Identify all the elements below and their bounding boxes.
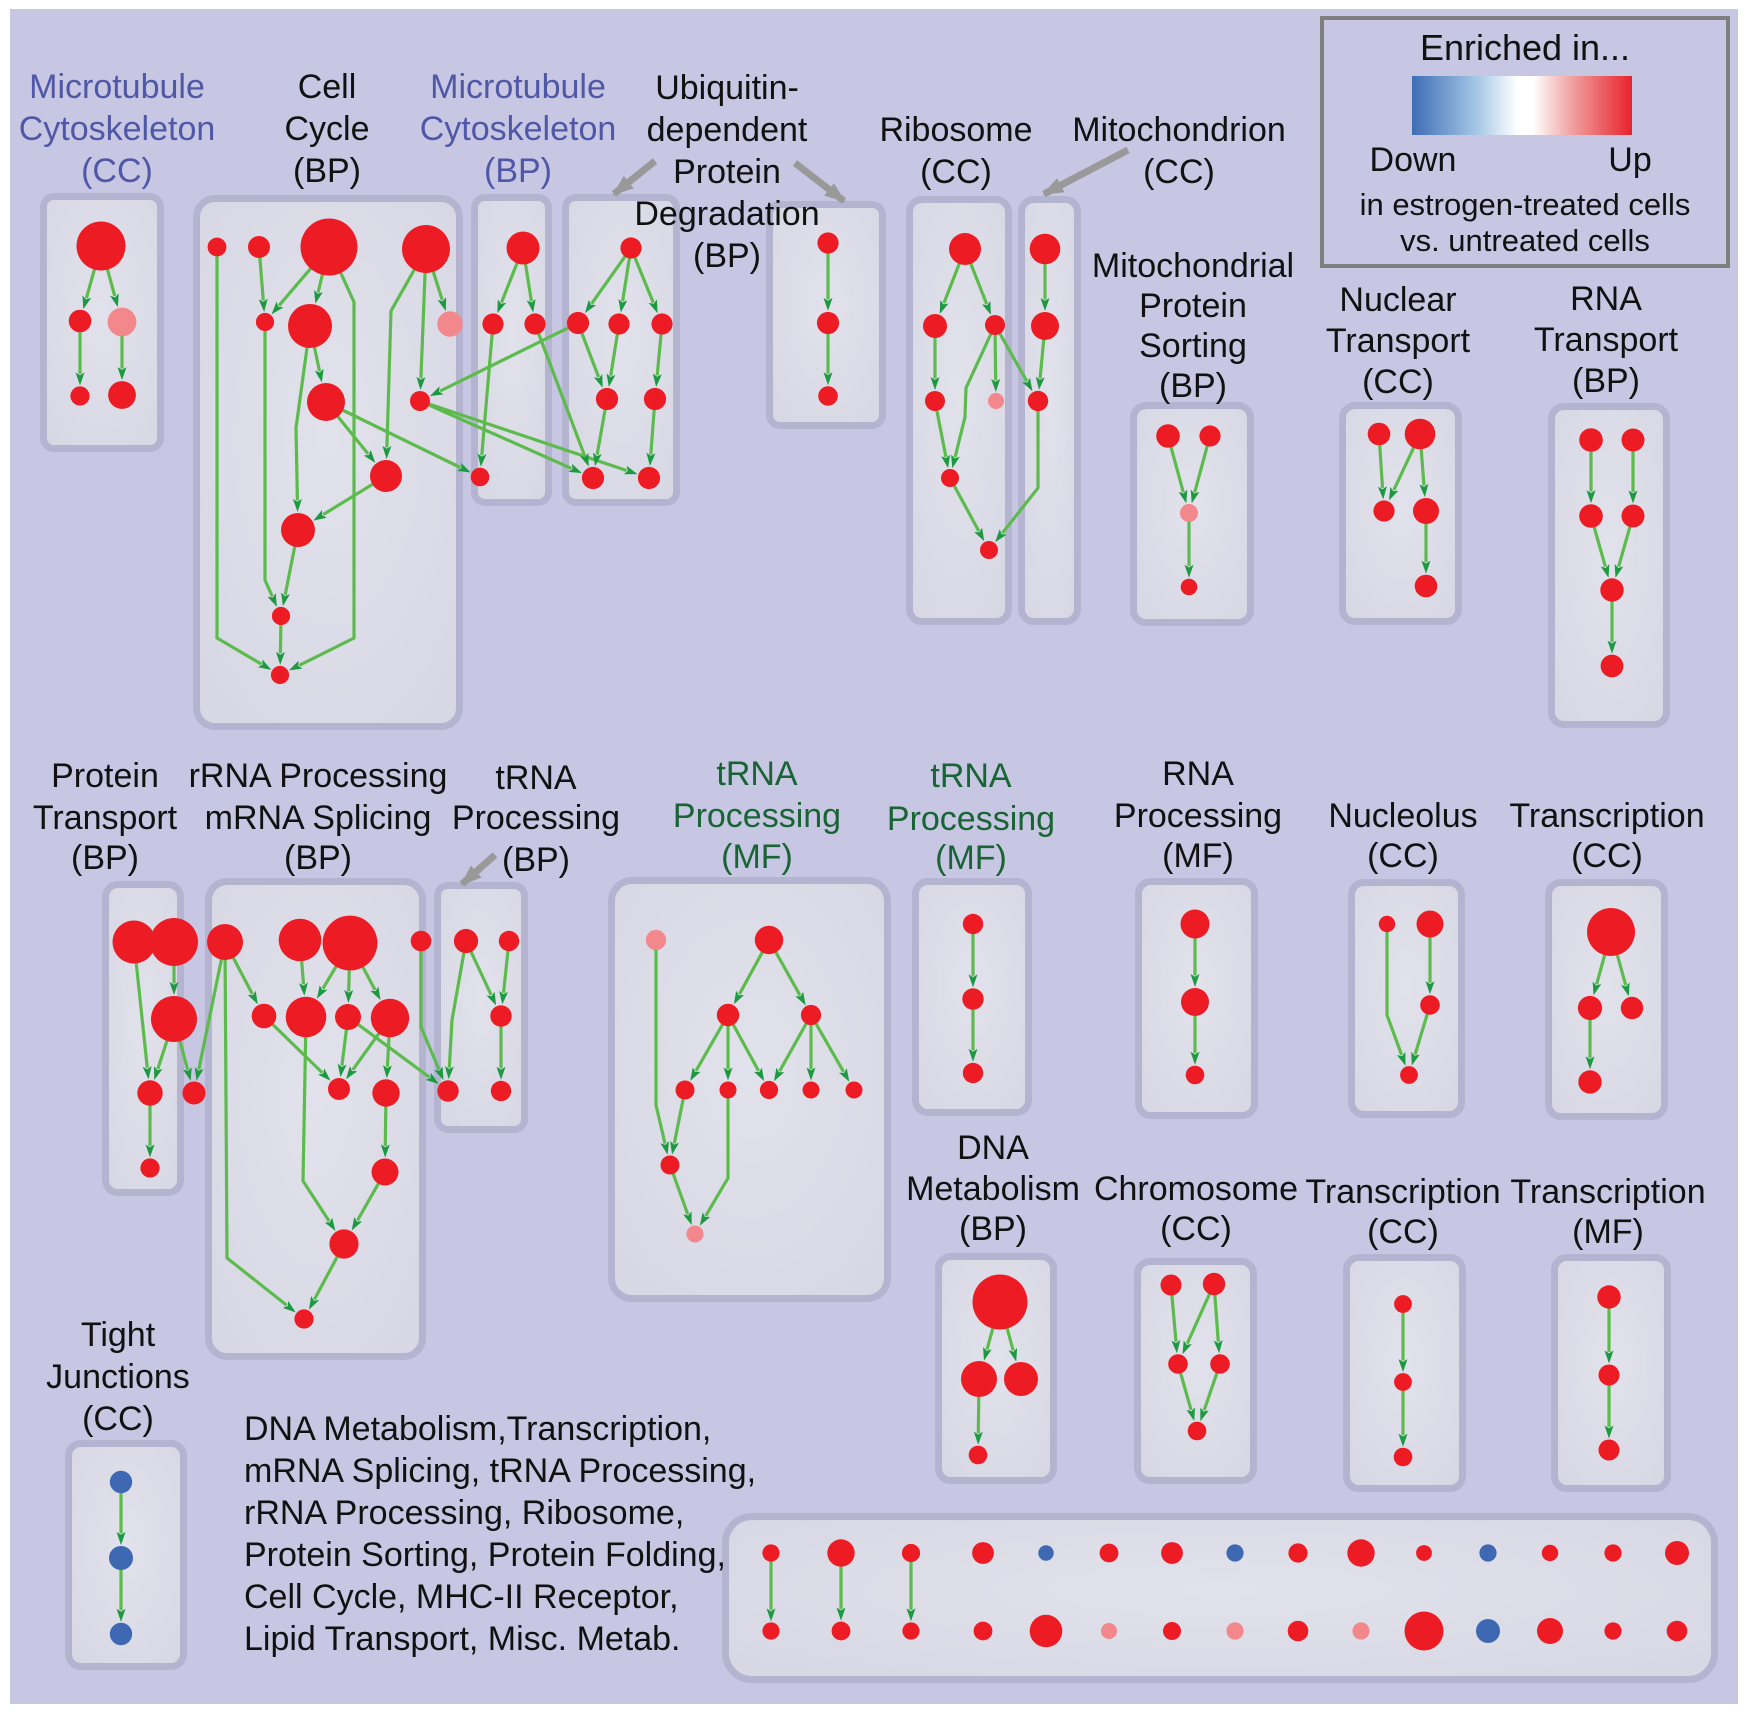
svg-text:(CC): (CC): [1362, 363, 1434, 401]
svg-text:Nuclear: Nuclear: [1339, 281, 1456, 319]
svg-text:Protein: Protein: [51, 757, 159, 795]
svg-text:Cell Cycle, MHC-II Receptor,: Cell Cycle, MHC-II Receptor,: [244, 1578, 679, 1616]
svg-text:in estrogen-treated cells: in estrogen-treated cells: [1360, 187, 1691, 222]
svg-text:Mitochondrial: Mitochondrial: [1092, 247, 1294, 285]
svg-text:mRNA Splicing: mRNA Splicing: [205, 799, 432, 837]
svg-text:Enriched in...: Enriched in...: [1420, 27, 1630, 68]
svg-text:(BP): (BP): [293, 152, 361, 190]
svg-text:Processing: Processing: [452, 799, 620, 837]
svg-text:(CC): (CC): [81, 152, 153, 190]
svg-text:(BP): (BP): [71, 839, 139, 877]
svg-text:(CC): (CC): [82, 1400, 154, 1438]
svg-text:Lipid Transport, Misc. Metab.: Lipid Transport, Misc. Metab.: [244, 1620, 681, 1658]
svg-text:tRNA: tRNA: [716, 755, 798, 793]
svg-text:Metabolism: Metabolism: [906, 1170, 1080, 1208]
svg-text:(CC): (CC): [920, 153, 992, 191]
svg-text:dependent: dependent: [647, 111, 808, 149]
svg-text:(BP): (BP): [1159, 367, 1227, 405]
svg-text:RNA: RNA: [1570, 280, 1642, 318]
svg-text:(CC): (CC): [1571, 837, 1643, 875]
svg-text:Ribosome: Ribosome: [879, 111, 1032, 149]
svg-text:Transport: Transport: [1534, 321, 1679, 359]
svg-text:Degradation: Degradation: [634, 195, 819, 233]
svg-text:DNA Metabolism,Transcription,: DNA Metabolism,Transcription,: [244, 1410, 711, 1448]
svg-text:vs. untreated cells: vs. untreated cells: [1400, 223, 1650, 258]
svg-text:Down: Down: [1370, 141, 1457, 179]
svg-text:Processing: Processing: [887, 800, 1055, 838]
svg-text:(CC): (CC): [1367, 1213, 1439, 1251]
svg-text:(BP): (BP): [284, 839, 352, 877]
svg-text:tRNA: tRNA: [495, 759, 577, 797]
svg-text:Processing: Processing: [673, 797, 841, 835]
svg-text:Microtubule: Microtubule: [29, 68, 205, 106]
svg-text:Cycle: Cycle: [284, 110, 369, 148]
svg-text:(MF): (MF): [935, 839, 1007, 877]
svg-text:Up: Up: [1608, 141, 1651, 179]
svg-text:rRNA Processing, Ribosome,: rRNA Processing, Ribosome,: [244, 1494, 684, 1532]
svg-text:(MF): (MF): [1162, 837, 1234, 875]
svg-text:DNA: DNA: [957, 1129, 1029, 1167]
svg-text:Microtubule: Microtubule: [430, 68, 606, 106]
svg-text:(CC): (CC): [1367, 837, 1439, 875]
svg-text:Sorting: Sorting: [1139, 327, 1247, 365]
svg-text:Protein: Protein: [673, 153, 781, 191]
svg-text:(CC): (CC): [1160, 1210, 1232, 1248]
svg-text:Transcription: Transcription: [1509, 797, 1704, 835]
svg-text:Nucleolus: Nucleolus: [1328, 797, 1477, 835]
svg-text:Ubiquitin-: Ubiquitin-: [655, 69, 799, 107]
svg-text:Processing: Processing: [1114, 797, 1282, 835]
svg-text:Transcription: Transcription: [1510, 1173, 1705, 1211]
svg-text:Mitochondrion: Mitochondrion: [1072, 111, 1286, 149]
svg-text:(BP): (BP): [484, 152, 552, 190]
svg-text:(BP): (BP): [502, 841, 570, 879]
svg-text:Cytoskeleton: Cytoskeleton: [420, 110, 617, 148]
svg-text:(CC): (CC): [1143, 153, 1215, 191]
svg-text:tRNA: tRNA: [930, 757, 1012, 795]
svg-text:mRNA Splicing, tRNA Processing: mRNA Splicing, tRNA Processing,: [244, 1452, 756, 1490]
svg-text:Transport: Transport: [33, 799, 178, 837]
svg-text:Tight: Tight: [81, 1316, 156, 1354]
svg-text:Cell: Cell: [298, 68, 357, 106]
svg-text:(MF): (MF): [1572, 1213, 1644, 1251]
svg-text:(MF): (MF): [721, 838, 793, 876]
svg-text:Cytoskeleton: Cytoskeleton: [19, 110, 216, 148]
svg-text:(BP): (BP): [959, 1210, 1027, 1248]
svg-text:Chromosome: Chromosome: [1094, 1170, 1298, 1208]
svg-text:Junctions: Junctions: [46, 1358, 190, 1396]
svg-text:rRNA Processing: rRNA Processing: [189, 757, 448, 795]
svg-text:Transcription: Transcription: [1305, 1173, 1500, 1211]
svg-text:(BP): (BP): [1572, 362, 1640, 400]
svg-text:(BP): (BP): [693, 237, 761, 275]
svg-text:Protein Sorting, Protein Foldi: Protein Sorting, Protein Folding,: [244, 1536, 726, 1574]
svg-text:Protein: Protein: [1139, 287, 1247, 325]
svg-text:Transport: Transport: [1326, 322, 1471, 360]
svg-text:RNA: RNA: [1162, 755, 1234, 793]
